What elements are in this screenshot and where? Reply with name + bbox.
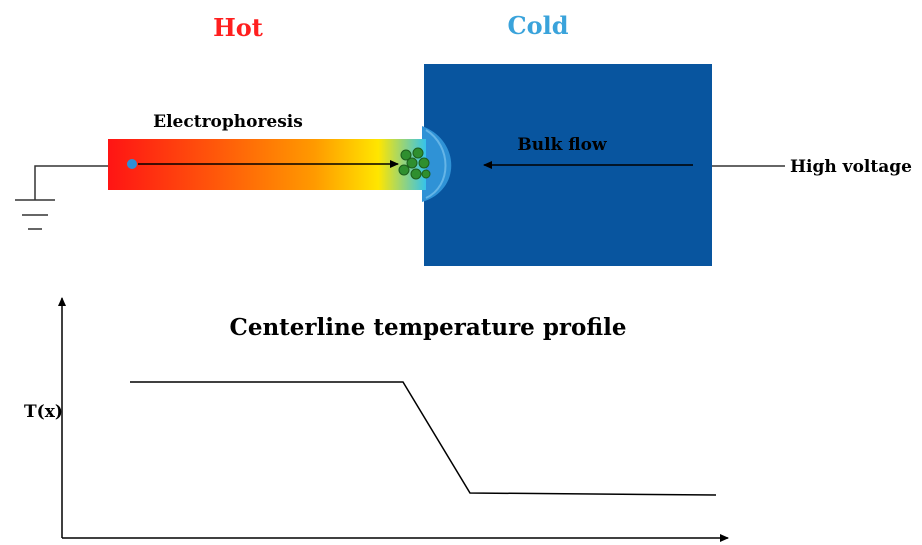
y-axis-label: T(x) [24,402,63,422]
hot-label: Hot [213,13,263,42]
meniscus-highlight [425,129,447,199]
high-voltage-label: High voltage [790,157,912,177]
bulk-flow-label: Bulk flow [517,135,607,155]
electrophoresis-label: Electrophoresis [153,112,303,132]
profile-title: Centerline temperature profile [230,314,627,341]
meniscus [422,126,452,202]
ground-wire [34,165,108,200]
cold-label: Cold [507,11,568,40]
analyte-dot [127,159,137,169]
particle-cluster [398,147,431,180]
ground-symbol-icon [15,199,55,230]
temperature-curve [130,381,717,496]
